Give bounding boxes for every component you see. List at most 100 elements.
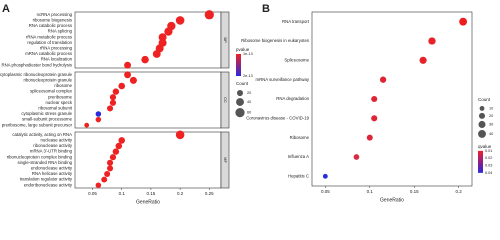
facet-label: MF [223, 157, 228, 163]
x-tick-label: 0.1 [367, 189, 374, 194]
dot [141, 55, 149, 64]
category-label: RNA catabolic process [29, 23, 72, 28]
facet-label: CC [223, 97, 228, 103]
dot [112, 88, 120, 95]
category-label: ribosome [54, 83, 72, 88]
category-label: RNA helicase activity [32, 171, 73, 176]
category-label: ribonucleoprotein granule [24, 78, 73, 83]
category-label: RNA phosphodiester bond hydrolysis [2, 62, 72, 67]
dot [419, 56, 427, 64]
category-label: RNA localization [41, 57, 73, 62]
size-legend-dot [479, 106, 485, 111]
category-label: Coronavirus disease - COVID-19 [246, 115, 309, 120]
facet-strip [220, 131, 230, 189]
dot [95, 182, 102, 188]
dot [95, 116, 102, 123]
size-legend-label: 40 [247, 100, 251, 104]
dot [152, 50, 161, 58]
dot [379, 76, 387, 83]
dot [106, 159, 114, 166]
dot [175, 130, 185, 140]
dot [204, 10, 214, 20]
size-legend-dot [478, 129, 486, 138]
dot [124, 61, 131, 69]
size-legend-dot [236, 98, 244, 106]
category-label: translation regulator activity [20, 177, 73, 182]
dot [109, 99, 117, 106]
dot [106, 165, 114, 172]
color-legend-title: qvalue [478, 144, 492, 149]
category-label: RNA transport [282, 19, 310, 24]
colorbar-label: 0.03 [485, 164, 492, 168]
colorbar [478, 150, 483, 173]
dot [106, 105, 114, 112]
dot [109, 94, 117, 101]
facet-strip [220, 71, 230, 129]
x-tick-label: 0.2 [177, 191, 184, 196]
category-label: ribosomal subunit [38, 106, 72, 111]
category-label: mRNA 3'-UTR binding [30, 149, 73, 154]
dot [109, 154, 117, 161]
colorbar-label: 0.04 [485, 171, 492, 175]
size-legend-title: Count [236, 81, 249, 86]
category-label: endonuclease activity [31, 166, 73, 171]
size-legend-dot [478, 120, 486, 128]
category-label: preribosome [48, 94, 72, 99]
category-label: Spliceosome [284, 57, 309, 62]
panel-border [74, 131, 222, 189]
category-label: endoribonuclease activity [24, 182, 73, 187]
x-tick-label: 0.05 [88, 191, 97, 196]
dot [428, 37, 436, 45]
x-tick-label: 0.15 [147, 191, 156, 196]
category-label: single-stranded RNA binding [18, 160, 73, 165]
panel-label: B [262, 3, 270, 15]
x-tick-label: 0.1 [119, 191, 126, 196]
dot [164, 27, 173, 36]
panel-label: A [2, 3, 10, 15]
dot [118, 137, 126, 144]
category-label: nuclear speck [45, 100, 72, 105]
category-label: preribosome, large subunit precursor [2, 122, 73, 127]
category-label: cytoplasmic ribonucleoprotein granule [0, 72, 73, 77]
x-axis-label: GeneRatio [380, 197, 404, 203]
dot [112, 148, 120, 155]
category-label: Ribosome [290, 135, 310, 140]
category-label: Ribosome biogenesis in eukaryotes [241, 38, 309, 43]
category-label: cytoplasmic stress granule [21, 111, 72, 116]
size-legend-label: 60 [247, 111, 251, 115]
dot [95, 111, 102, 117]
category-label: mRNA surveillance pathway [256, 77, 310, 82]
dot [371, 115, 378, 122]
dot [459, 17, 468, 26]
colorbar-label: 2e-13 [243, 74, 253, 78]
x-axis-label: GeneRatio [136, 199, 160, 205]
category-label: Hepatitis C [288, 173, 309, 178]
category-label: regulation of translation [27, 40, 72, 45]
size-legend-label: 30 [489, 122, 493, 126]
category-label: ribonuclease activity [33, 143, 73, 148]
category-label: Influenza A [288, 154, 309, 159]
category-label: mRNA catabolic process [25, 51, 72, 56]
dot [118, 82, 126, 90]
category-label: ribosome biogenesis [33, 18, 72, 23]
x-tick-label: 0.15 [410, 189, 419, 194]
x-tick-label: 0.25 [205, 191, 214, 196]
colorbar-label: 0.02 [485, 156, 492, 160]
colorbar [236, 54, 241, 76]
size-legend-label: 20 [247, 91, 251, 95]
dot [366, 134, 373, 141]
category-label: ncRNA processing [37, 12, 73, 17]
size-legend-label: 20 [489, 114, 493, 118]
dot [84, 122, 90, 128]
dot [158, 33, 167, 42]
size-legend-dot [478, 112, 486, 119]
size-legend-dot [236, 90, 244, 97]
panel-border [311, 11, 473, 187]
category-label: catalytic activity, acting on RNA [12, 132, 72, 137]
category-label: RNA splicing [48, 29, 73, 34]
colorbar-label: 1e-13 [243, 52, 253, 56]
dot [175, 16, 185, 25]
color-legend-title: pvalue [236, 47, 250, 52]
size-legend-title: Count [478, 97, 491, 102]
size-legend-dot [235, 107, 245, 118]
